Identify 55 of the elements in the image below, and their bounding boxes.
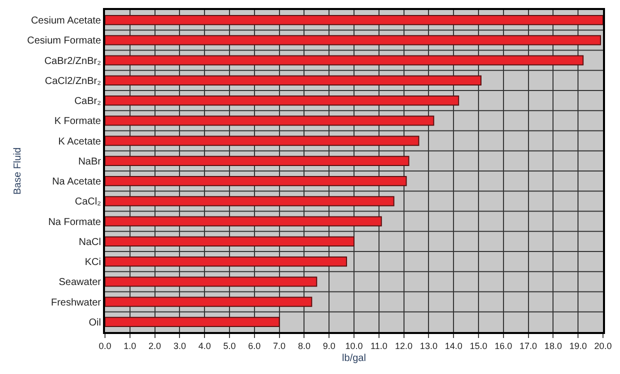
bar [105,55,584,66]
bar [105,35,602,46]
x-tick-label: 20.0 [594,340,612,351]
bar [105,296,312,307]
y-tick-label: Na Formate [48,216,102,228]
bar [105,316,280,327]
y-tick-label: CaBr₂ [74,96,102,108]
y-tick-label: KCi [84,257,101,268]
bar [105,176,407,186]
y-tick-label: Na Acetate [52,176,102,188]
x-tick-label: 4.0 [198,340,211,351]
x-tick-label: 7.0 [273,340,286,351]
x-tick-label: 18.0 [544,340,562,351]
x-tick-label: 16.0 [494,340,512,351]
y-tick-label: CaBr2/ZnBr₂ [44,56,102,67]
y-tick-label: Seawater [58,277,102,288]
y-tick-label: NaCl [78,236,101,248]
x-tick-label: 3.0 [173,340,186,351]
y-tick-label: CaCl2/ZnBr₂ [44,76,102,87]
x-tick-label: 6.0 [248,340,261,351]
x-tick-label: 2.0 [148,340,162,351]
x-tick-label: 5.0 [223,340,236,351]
y-tick-label: NaBr [78,156,102,168]
bar [105,196,394,206]
y-axis-title: Base Fluid [12,147,24,195]
bar [105,15,603,26]
y-tick-label: Cesium Formate [27,36,102,47]
bar [105,276,318,287]
y-tick-label: K Formate [54,116,102,128]
x-tick-label: 8.0 [298,340,310,351]
x-tick-label: 10.0 [345,340,363,351]
x-tick-label: 17.0 [520,340,538,351]
x-tick-label: 13.0 [420,340,438,351]
bar [105,236,354,246]
bar [105,216,382,226]
bar [105,156,410,166]
y-tick-label: K Acetate [58,136,102,148]
y-tick-label: Oil [88,317,101,328]
x-tick-label: 1.0 [124,340,136,351]
y-tick-label: CaCl₂ [74,196,102,208]
x-tick-label: 12.0 [395,340,413,351]
bar [105,96,460,106]
y-tick-label: Freshwater [50,297,102,308]
bar [105,136,420,146]
x-tick-label: 0.0 [98,340,112,351]
bar [105,75,482,86]
x-tick-label: 15.0 [470,340,488,351]
bar [105,256,348,267]
y-tick-label: Cesium Acetate [30,16,102,27]
bar [105,116,434,126]
x-axis-title: lb/gal [342,352,366,364]
x-tick-label: 14.0 [444,340,462,351]
x-tick-label: 9.0 [322,340,336,351]
x-tick-label: 11.0 [370,340,388,351]
x-tick-label: 19.0 [569,340,587,351]
